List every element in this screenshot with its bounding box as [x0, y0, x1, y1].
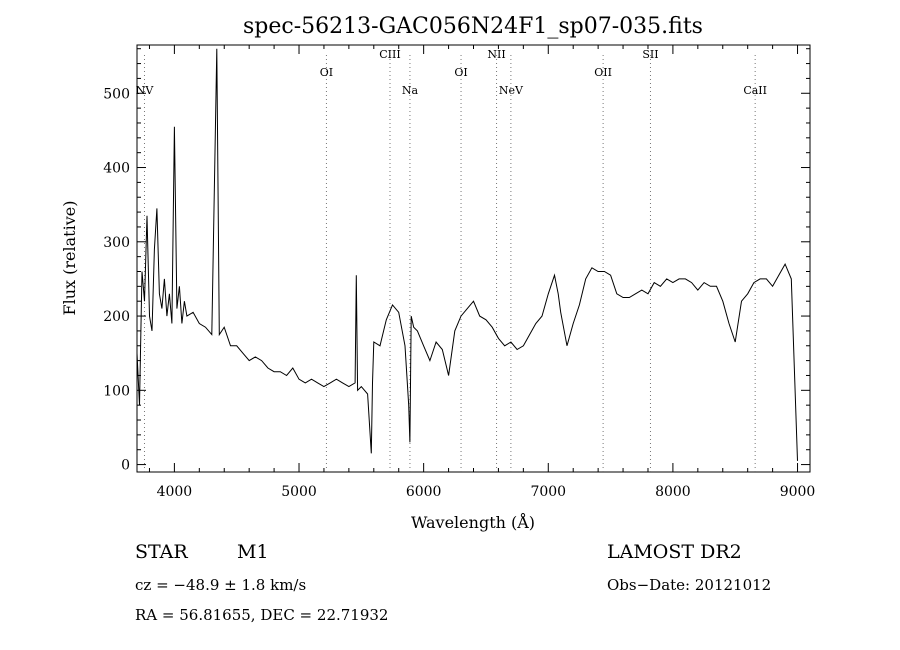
- x-tick-label: 8000: [655, 484, 691, 500]
- y-tick-label: 300: [103, 235, 130, 251]
- coordinates: RA = 56.81655, DEC = 22.71932: [135, 606, 389, 624]
- line-label: OII: [594, 66, 612, 79]
- y-axis: 0 100 200 300 400 500: [103, 48, 810, 474]
- redshift-cz: cz = −48.9 ± 1.8 km/s: [135, 576, 307, 594]
- plot-frame: [136, 44, 811, 473]
- line-label: NV: [136, 84, 155, 97]
- line-label: OI: [320, 66, 333, 79]
- line-label: CIII: [379, 48, 400, 61]
- line-label: Na: [402, 84, 419, 97]
- object-class: STAR: [135, 541, 188, 563]
- x-tick-label: 5000: [281, 484, 317, 500]
- line-label: SII: [642, 48, 658, 61]
- survey-name: LAMOST DR2: [607, 541, 742, 563]
- x-tick-label: 7000: [530, 484, 566, 500]
- x-axis-label: Wavelength (Å): [411, 512, 535, 532]
- spectrum-line: [136, 48, 798, 461]
- line-markers: [143, 55, 756, 472]
- x-axis: 4000 5000 6000 7000 8000 9000: [148, 45, 816, 500]
- line-label: NeV: [499, 84, 524, 97]
- y-tick-label: 0: [121, 458, 130, 474]
- y-tick-label: 400: [103, 161, 130, 177]
- line-label: OI: [454, 66, 467, 79]
- x-tick-label: 9000: [780, 484, 816, 500]
- y-axis-label: Flux (relative): [60, 201, 79, 316]
- object-subclass: M1: [237, 541, 269, 563]
- line-label: NII: [487, 48, 505, 61]
- observation-date: Obs−Date: 20121012: [607, 576, 772, 594]
- y-tick-label: 200: [103, 309, 130, 325]
- x-tick-label: 4000: [157, 484, 193, 500]
- y-tick-label: 100: [103, 383, 130, 399]
- line-labels: NV OI CIII Na OI NII NeV OII SII CaII: [136, 48, 767, 97]
- x-tick-label: 6000: [406, 484, 442, 500]
- chart-title: spec-56213-GAC056N24F1_sp07-035.fits: [243, 14, 703, 39]
- line-label: CaII: [743, 84, 767, 97]
- y-tick-label: 500: [103, 86, 130, 102]
